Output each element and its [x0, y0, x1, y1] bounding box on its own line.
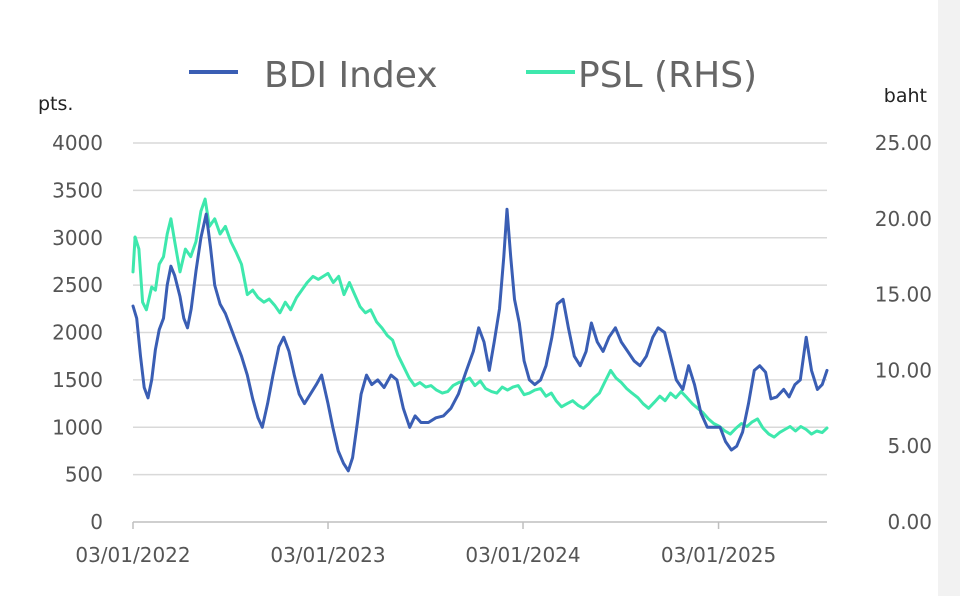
left-axis-unit: pts. — [38, 93, 73, 115]
left-tick-label: 500 — [65, 463, 103, 487]
right-tick-label: 15.00 — [875, 283, 932, 307]
right-tick-label: 0.00 — [887, 510, 932, 534]
left-tick-label: 4000 — [52, 131, 103, 155]
window-edge-strip — [938, 0, 960, 596]
axes: 0 500 1000 1500 2000 2500 3000 3500 4000 0.00 5.00… — [38, 85, 932, 567]
x-tick-label: 03/01/2025 — [661, 543, 776, 567]
right-tick-label: 5.00 — [887, 434, 932, 458]
left-tick-label: 2500 — [52, 273, 103, 297]
left-tick-label: 2000 — [52, 321, 103, 345]
right-tick-label: 10.00 — [875, 358, 932, 382]
x-tick-label: 03/01/2022 — [75, 543, 190, 567]
gridlines — [133, 142, 827, 476]
right-axis-unit: baht — [884, 85, 927, 107]
left-tick-label: 1500 — [52, 368, 103, 392]
left-tick-label: 0 — [90, 510, 103, 534]
legend: BDI Index PSL (RHS) — [189, 55, 757, 96]
left-tick-label: 1000 — [52, 415, 103, 439]
legend-label-bdi: BDI Index — [264, 55, 438, 96]
right-tick-label: 25.00 — [875, 131, 932, 155]
left-tick-label: 3500 — [52, 178, 103, 202]
series-lines — [131, 197, 829, 473]
x-tick-label: 03/01/2023 — [270, 543, 385, 567]
x-tick-label: 03/01/2024 — [465, 543, 580, 567]
psl-series-line — [131, 197, 829, 439]
right-tick-label: 20.00 — [875, 207, 932, 231]
legend-label-psl: PSL (RHS) — [578, 55, 757, 96]
left-tick-label: 3000 — [52, 226, 103, 250]
bdi-index-series-line — [131, 207, 829, 473]
